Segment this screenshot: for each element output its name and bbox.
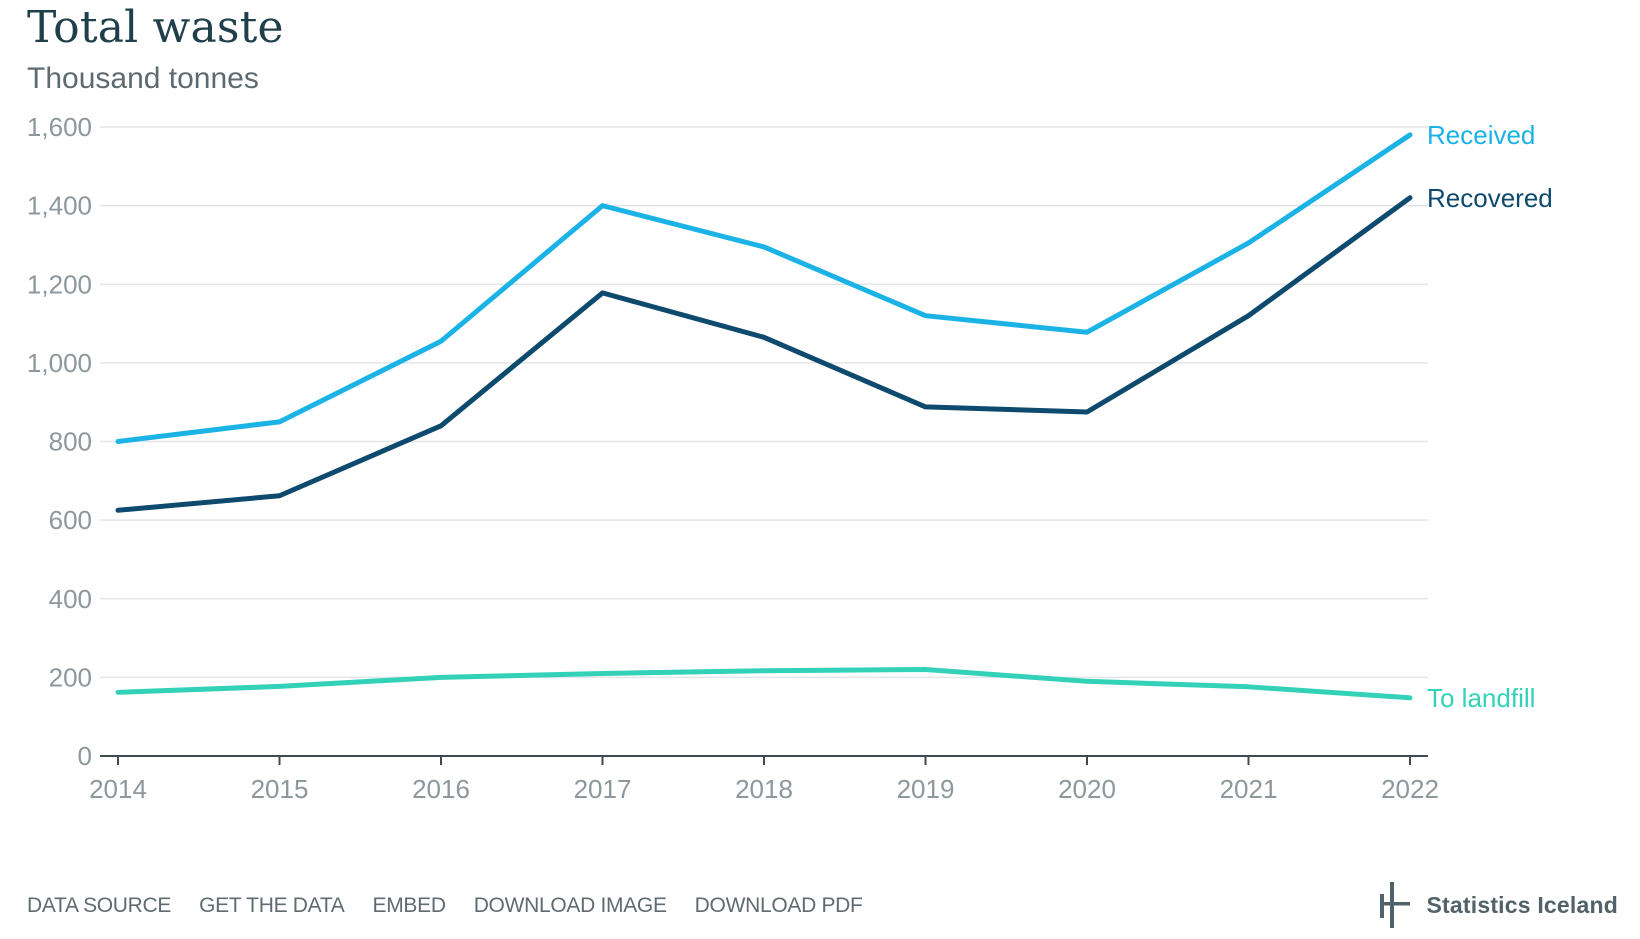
series-line-recovered bbox=[115, 195, 1413, 513]
download-image-link[interactable]: DOWNLOAD IMAGE bbox=[473, 894, 667, 917]
series-labels: Received Recovered To landfill bbox=[1427, 120, 1553, 713]
x-axis: 2014 2015 2016 2017 2018 2019 2020 2021 2022 bbox=[89, 755, 1439, 804]
series-lines bbox=[115, 132, 1413, 701]
brand[interactable]: Statistics Iceland bbox=[1376, 880, 1618, 930]
chart-title: Total waste bbox=[27, 2, 284, 53]
y-tick-label: 400 bbox=[49, 584, 92, 614]
series-label-to-landfill: To landfill bbox=[1427, 683, 1535, 713]
y-tick-label: 0 bbox=[78, 741, 92, 771]
x-tick-label: 2020 bbox=[1058, 774, 1116, 804]
x-tick-label: 2015 bbox=[251, 774, 309, 804]
y-tick-label: 1,000 bbox=[27, 348, 92, 378]
series-label-received: Received bbox=[1427, 120, 1535, 150]
footer-links: DATA SOURCE GET THE DATA EMBED DOWNLOAD … bbox=[27, 894, 863, 918]
series-line-received bbox=[115, 132, 1413, 444]
chart-subtitle: Thousand tonnes bbox=[27, 62, 259, 95]
get-the-data-link[interactable]: GET THE DATA bbox=[199, 894, 345, 917]
y-tick-label: 600 bbox=[49, 505, 92, 535]
x-tick-label: 2019 bbox=[897, 774, 955, 804]
y-tick-label: 1,200 bbox=[27, 269, 92, 299]
series-line-to-landfill bbox=[115, 667, 1413, 701]
x-tick-label: 2018 bbox=[735, 774, 793, 804]
download-pdf-link[interactable]: DOWNLOAD PDF bbox=[694, 894, 863, 917]
y-tick-label: 800 bbox=[49, 427, 92, 457]
y-tick-label: 1,400 bbox=[27, 191, 92, 221]
series-label-recovered: Recovered bbox=[1427, 183, 1553, 213]
y-axis-ticks: 0 200 400 600 800 1,000 1,200 1,400 1,600 bbox=[27, 112, 92, 771]
x-tick-label: 2014 bbox=[89, 774, 147, 804]
x-tick-label: 2022 bbox=[1381, 774, 1439, 804]
y-tick-label: 200 bbox=[49, 662, 92, 692]
y-tick-label: 1,600 bbox=[27, 112, 92, 142]
embed-link[interactable]: EMBED bbox=[372, 894, 446, 917]
data-source-link[interactable]: DATA SOURCE bbox=[27, 894, 172, 917]
x-tick-label: 2017 bbox=[574, 774, 632, 804]
statistics-iceland-logo-icon bbox=[1380, 882, 1411, 928]
brand-name: Statistics Iceland bbox=[1426, 891, 1618, 918]
gridlines bbox=[100, 126, 1428, 679]
x-tick-label: 2016 bbox=[412, 774, 470, 804]
x-tick-label: 2021 bbox=[1220, 774, 1278, 804]
